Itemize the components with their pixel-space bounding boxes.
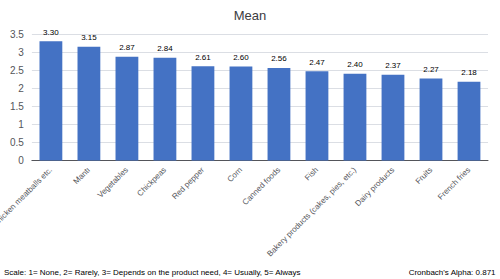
svg-text:2.40: 2.40: [347, 60, 363, 69]
svg-text:Corn: Corn: [226, 165, 245, 184]
svg-text:2.47: 2.47: [309, 58, 325, 67]
svg-text:0.5: 0.5: [10, 137, 24, 148]
svg-text:3.30: 3.30: [43, 28, 59, 37]
svg-text:2.5: 2.5: [10, 65, 24, 76]
svg-text:2.18: 2.18: [461, 68, 477, 77]
svg-text:Fruits: Fruits: [414, 165, 434, 185]
svg-text:Cronbach's Alpha: 0.871: Cronbach's Alpha: 0.871: [409, 268, 496, 277]
svg-text:Scale: 1= None, 2= Rarely, 3=: Scale: 1= None, 2= Rarely, 3= Depends on…: [4, 268, 301, 277]
svg-text:2.84: 2.84: [157, 44, 173, 53]
svg-text:0: 0: [18, 155, 24, 166]
svg-text:2.27: 2.27: [423, 65, 439, 74]
svg-text:2.37: 2.37: [385, 61, 401, 70]
svg-text:Canned foods: Canned foods: [241, 165, 283, 207]
svg-text:Red pepper: Red pepper: [170, 165, 206, 201]
svg-text:3.15: 3.15: [81, 33, 97, 42]
svg-text:2.56: 2.56: [271, 54, 287, 63]
svg-text:Mean: Mean: [234, 8, 267, 23]
svg-text:Fish: Fish: [303, 165, 320, 182]
svg-text:1.5: 1.5: [10, 101, 24, 112]
svg-text:2.60: 2.60: [233, 53, 249, 62]
svg-text:Bakery products (cakes, pies,: Bakery products (cakes, pies, etc.): [265, 165, 358, 258]
svg-text:Meat, chicken meatballs etc.: Meat, chicken meatballs etc.: [0, 165, 54, 243]
svg-text:French fries: French fries: [436, 165, 472, 201]
svg-text:Vegetables: Vegetables: [96, 165, 130, 199]
svg-text:2.87: 2.87: [119, 43, 135, 52]
svg-text:Mantı: Mantı: [72, 165, 92, 185]
svg-text:Chickpeas: Chickpeas: [135, 165, 168, 198]
svg-text:3: 3: [18, 47, 24, 58]
svg-text:Dairy products: Dairy products: [353, 165, 396, 208]
svg-text:3.5: 3.5: [10, 29, 24, 40]
svg-text:2.61: 2.61: [195, 53, 211, 62]
svg-text:2: 2: [18, 83, 24, 94]
svg-text:1: 1: [18, 119, 24, 130]
